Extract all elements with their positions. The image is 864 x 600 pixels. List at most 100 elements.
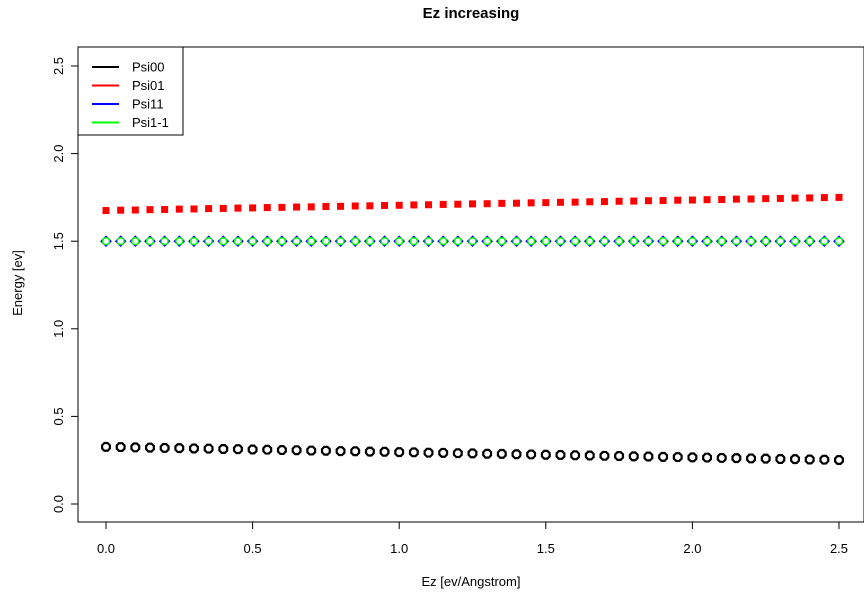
point-psi01 xyxy=(293,203,301,211)
x-tick-label: 0.0 xyxy=(97,541,115,556)
legend: Psi00 Psi01 Psi11 Psi1-1 xyxy=(77,46,184,136)
point-psi1-1 xyxy=(556,237,565,246)
point-psi1-1 xyxy=(175,237,184,246)
point-psi01 xyxy=(469,200,476,208)
point-psi00 xyxy=(379,446,390,457)
point-psi01 xyxy=(234,204,242,212)
point-psi00 xyxy=(467,448,478,459)
point-psi01 xyxy=(381,201,389,209)
point-psi1-1 xyxy=(380,237,389,246)
point-psi1-1 xyxy=(277,237,287,246)
point-psi01 xyxy=(542,199,550,207)
point-psi1-1 xyxy=(263,237,272,246)
point-psi00 xyxy=(658,451,669,462)
legend-label-psi00: Psi00 xyxy=(132,60,165,75)
point-psi00 xyxy=(174,443,185,454)
point-psi1-1 xyxy=(673,237,682,246)
point-psi01 xyxy=(688,196,696,204)
point-psi01 xyxy=(439,200,447,208)
point-psi1-1 xyxy=(395,237,404,246)
y-tick-label: 2.0 xyxy=(51,145,66,163)
point-psi1-1 xyxy=(512,237,521,246)
point-psi01 xyxy=(571,198,579,206)
point-psi01 xyxy=(161,205,169,213)
y-tick-label: 0.5 xyxy=(51,407,66,425)
point-psi01 xyxy=(117,206,125,214)
point-psi01 xyxy=(630,197,638,205)
point-psi1-1 xyxy=(321,237,331,246)
point-psi1-1 xyxy=(160,237,169,246)
point-psi1-1 xyxy=(233,237,243,246)
point-psi00 xyxy=(335,446,346,457)
point-psi00 xyxy=(115,442,126,453)
point-psi01 xyxy=(263,204,271,212)
point-psi01 xyxy=(278,203,286,211)
point-psi01 xyxy=(556,198,564,206)
point-psi1-1 xyxy=(702,237,712,246)
point-psi1-1 xyxy=(688,237,697,246)
point-psi00 xyxy=(306,445,317,456)
point-psi1-1 xyxy=(101,237,111,246)
point-psi00 xyxy=(570,450,581,461)
point-psi1-1 xyxy=(614,237,624,246)
point-psi1-1 xyxy=(468,237,477,246)
point-psi00 xyxy=(408,447,419,458)
point-psi00 xyxy=(101,441,111,452)
point-psi1-1 xyxy=(219,237,228,246)
point-psi00 xyxy=(364,446,375,457)
y-tick-label: 1.5 xyxy=(51,232,66,250)
point-psi00 xyxy=(746,453,757,464)
point-psi01 xyxy=(366,202,374,210)
point-psi00 xyxy=(599,450,610,461)
point-psi1-1 xyxy=(189,237,199,246)
point-psi01 xyxy=(190,205,198,213)
point-psi00 xyxy=(526,449,537,460)
point-psi1-1 xyxy=(585,237,594,246)
point-psi00 xyxy=(672,452,683,463)
point-psi01 xyxy=(410,201,418,209)
point-psi1-1 xyxy=(116,237,125,246)
point-psi00 xyxy=(540,449,551,460)
point-psi1-1 xyxy=(292,237,301,246)
point-psi1-1 xyxy=(307,237,316,246)
point-psi00 xyxy=(438,447,449,458)
point-psi00 xyxy=(394,447,405,458)
point-psi01 xyxy=(659,197,667,205)
point-psi00 xyxy=(159,442,170,453)
point-psi01 xyxy=(498,199,506,207)
point-psi00 xyxy=(232,444,243,455)
point-psi00 xyxy=(130,442,141,453)
point-psi1-1 xyxy=(131,237,140,246)
point-psi01 xyxy=(337,202,345,210)
point-psi1-1 xyxy=(497,237,506,246)
x-tick-label: 0.5 xyxy=(244,541,262,556)
point-psi1-1 xyxy=(732,237,741,246)
point-psi01 xyxy=(512,199,520,207)
point-psi01 xyxy=(146,206,154,214)
point-psi1-1 xyxy=(424,237,433,246)
point-psi01 xyxy=(131,206,139,214)
y-tick-label: 0.0 xyxy=(51,495,66,513)
point-psi01 xyxy=(307,203,315,211)
legend-label-psi1-1: Psi1-1 xyxy=(132,115,169,130)
point-psi00 xyxy=(203,443,214,454)
y-tick-label: 1.0 xyxy=(51,320,66,338)
point-psi01 xyxy=(791,194,799,202)
point-psi00 xyxy=(628,451,639,462)
point-psi00 xyxy=(687,452,698,463)
point-psi1-1 xyxy=(746,237,756,246)
point-psi1-1 xyxy=(483,237,492,246)
point-psi01 xyxy=(586,198,594,206)
point-psi00 xyxy=(614,451,625,461)
point-psi01 xyxy=(425,201,433,209)
point-psi1-1 xyxy=(439,237,448,246)
chart-title: Ez increasing xyxy=(423,5,520,22)
point-psi01 xyxy=(747,195,755,203)
point-psi01 xyxy=(205,205,213,213)
point-psi00 xyxy=(760,453,771,464)
point-psi01 xyxy=(249,204,257,212)
point-psi1-1 xyxy=(600,237,609,246)
point-psi01 xyxy=(674,196,682,204)
y-axis: 0.0 0.5 1.0 1.5 2.0 2.5 xyxy=(51,57,79,513)
